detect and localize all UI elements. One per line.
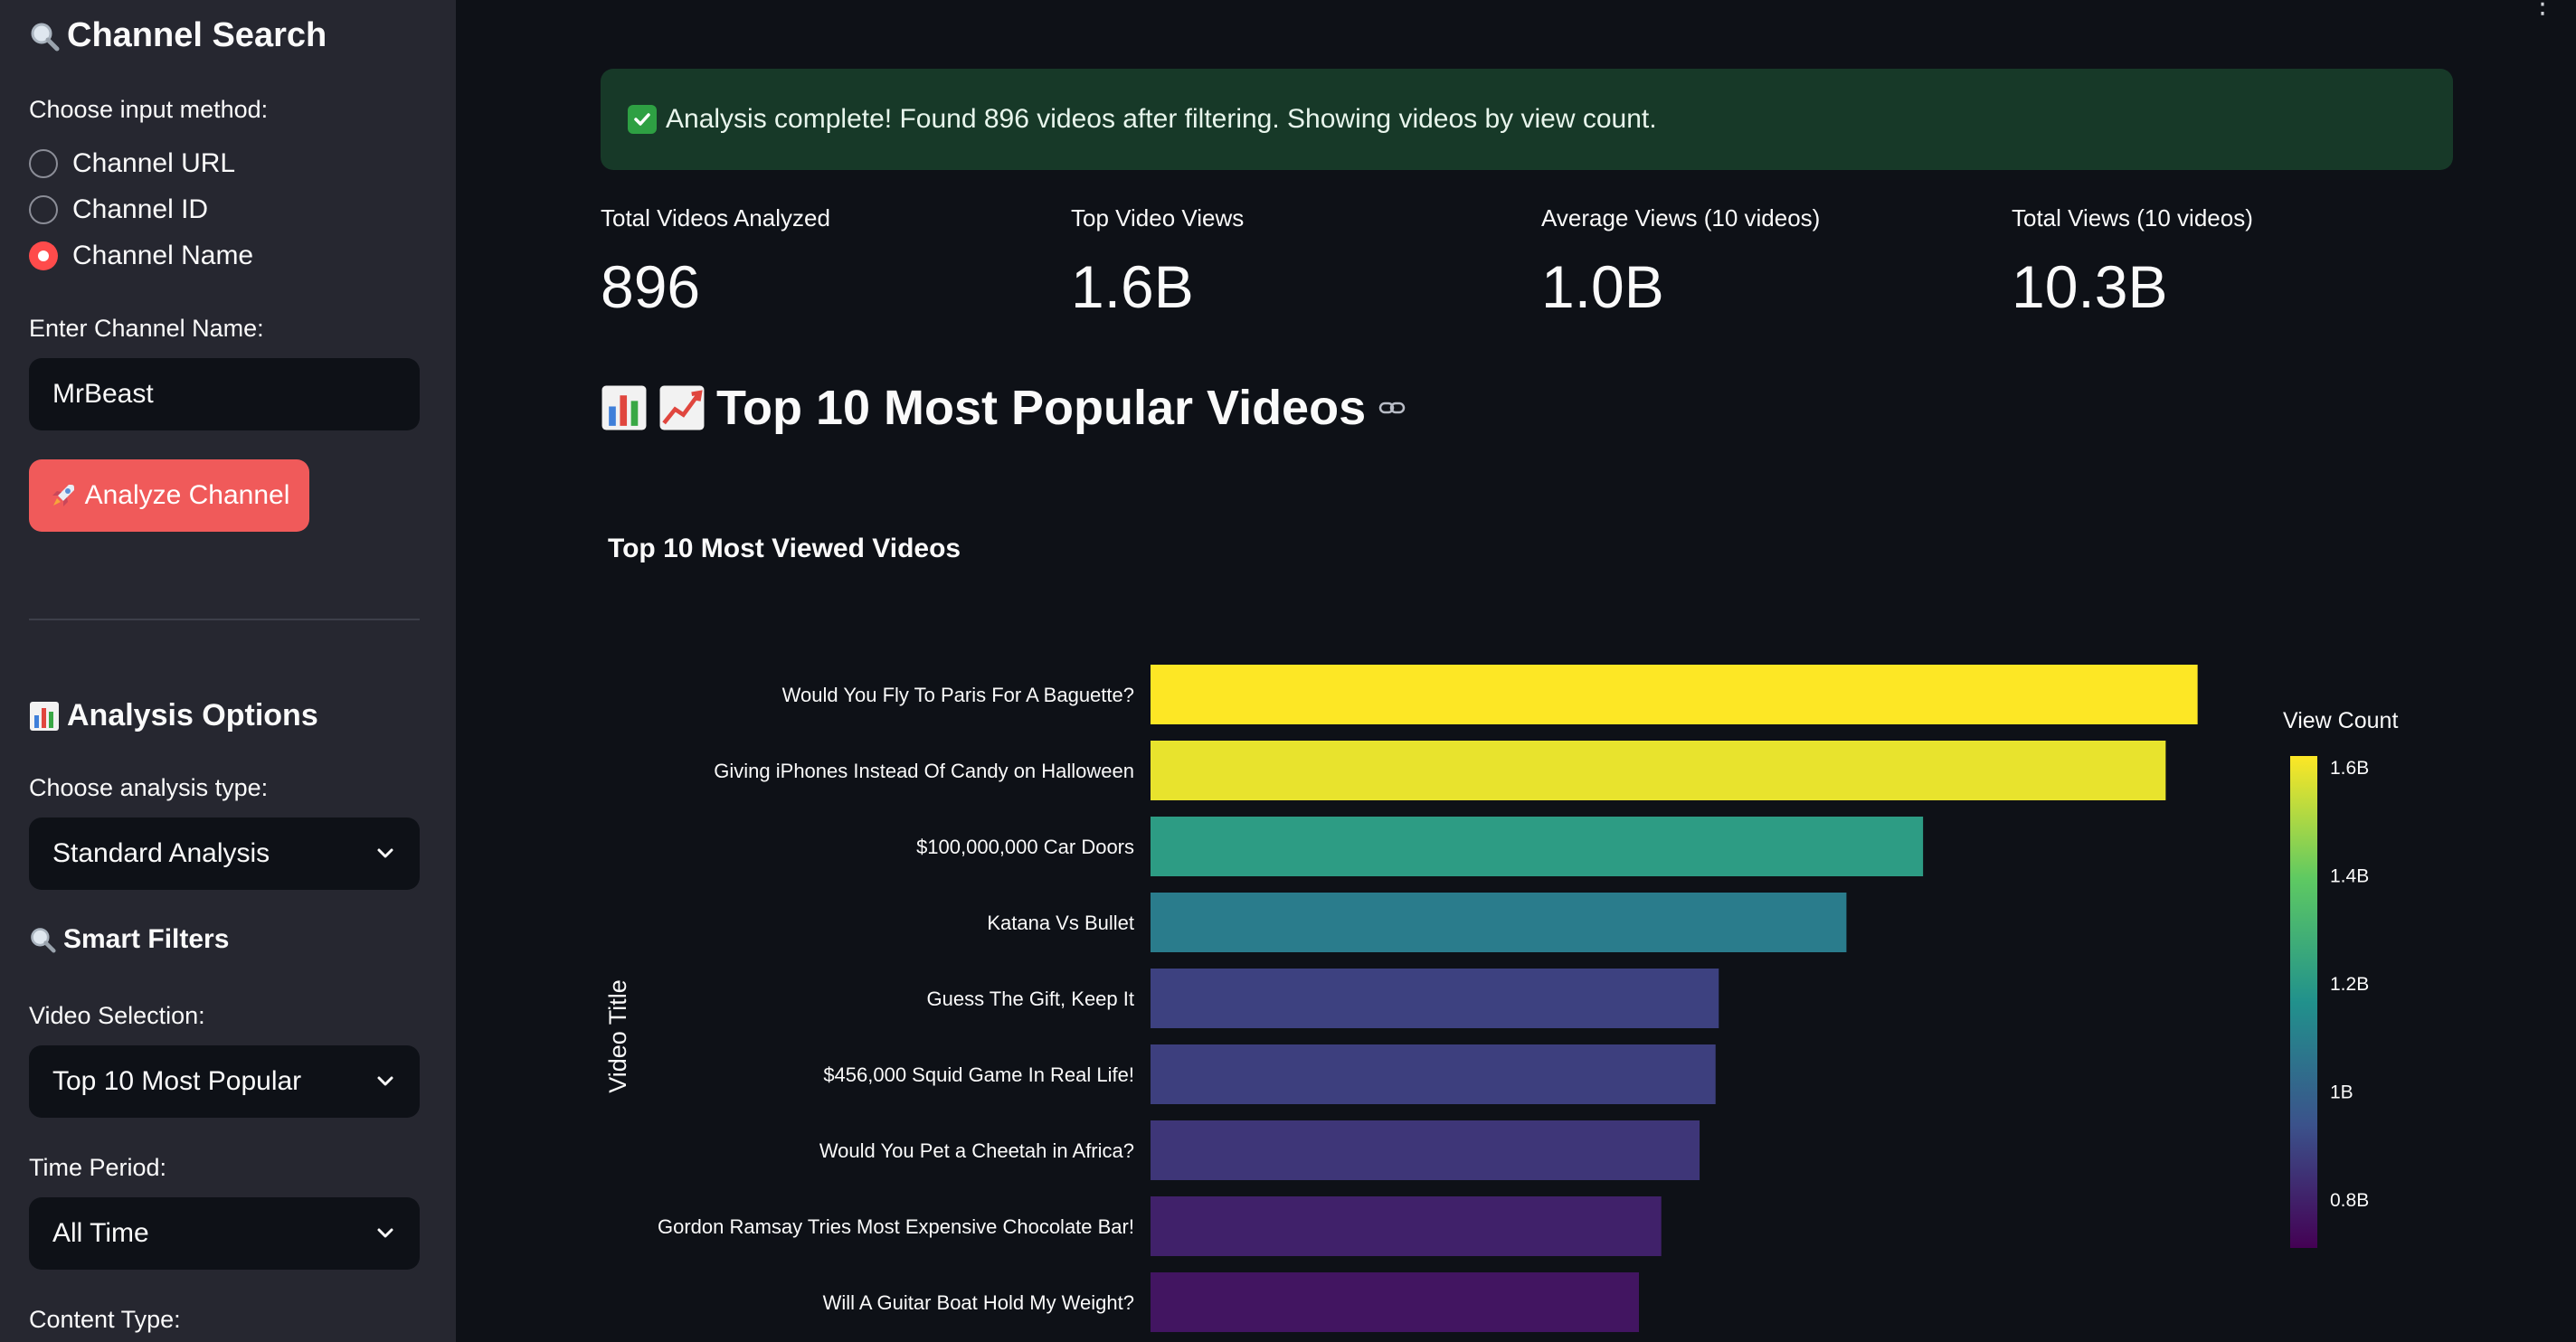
chevron-down-icon xyxy=(377,1228,393,1238)
analyze-channel-button[interactable]: Analyze Channel xyxy=(29,459,309,532)
input-method-label: Choose input method: xyxy=(29,96,269,123)
channel-search-heading: Channel Search xyxy=(29,16,327,55)
channel-search-title: Channel Search xyxy=(67,16,327,54)
chevron-down-icon xyxy=(377,1076,393,1086)
bar-category-label: Katana Vs Bullet xyxy=(987,912,1134,934)
colorbar-tick-label: 1.6B xyxy=(2330,758,2369,779)
chevron-down-icon xyxy=(377,848,393,858)
alert-text: Analysis complete! Found 896 videos afte… xyxy=(666,104,1657,134)
bar-chart-icon xyxy=(601,385,647,430)
colorbar: View Count 1.6B 1.4B 1.2B 1B 0.8B xyxy=(2283,708,2398,1248)
radio-channel-name[interactable]: Channel Name xyxy=(29,241,253,271)
metric-average-views: Average Views (10 videos) 1.0B xyxy=(1541,204,1820,321)
colorbar-gradient xyxy=(2290,756,2317,1248)
smart-filters-title: Smart Filters xyxy=(63,924,230,954)
content-type-label: Content Type: xyxy=(29,1306,181,1333)
bar[interactable] xyxy=(1151,1120,1700,1180)
section-heading: Top 10 Most Popular Videos xyxy=(601,380,1407,436)
analyze-button-label: Analyze Channel xyxy=(84,480,290,510)
section-title-text: Top 10 Most Popular Videos xyxy=(716,381,1367,435)
channel-name-label: Enter Channel Name: xyxy=(29,315,264,342)
bar-category-label: Would You Pet a Cheetah in Africa? xyxy=(819,1139,1134,1162)
bar-category-label: Would You Fly To Paris For A Baguette? xyxy=(782,684,1134,706)
bar[interactable] xyxy=(1151,1044,1716,1104)
sidebar: Channel Search Choose input method: Chan… xyxy=(0,0,456,1342)
bar[interactable] xyxy=(1151,665,2198,724)
metric-value: 10.3B xyxy=(2012,253,2168,320)
colorbar-tick-label: 1B xyxy=(2330,1082,2353,1103)
bar-category-label: $100,000,000 Car Doors xyxy=(916,836,1134,858)
bar[interactable] xyxy=(1151,1272,1639,1332)
bar-category-label: Gordon Ramsay Tries Most Expensive Choco… xyxy=(658,1215,1134,1238)
bar[interactable] xyxy=(1151,741,2166,800)
metric-label: Total Videos Analyzed xyxy=(601,204,830,232)
radio-circle-selected[interactable] xyxy=(29,241,58,270)
chart-increasing-icon xyxy=(659,385,705,430)
link-icon[interactable] xyxy=(1377,392,1407,423)
radio-circle[interactable] xyxy=(29,195,58,224)
metric-total-videos: Total Videos Analyzed 896 xyxy=(601,204,830,321)
video-selection-label: Video Selection: xyxy=(29,1002,205,1029)
colorbar-tick-label: 1.2B xyxy=(2330,974,2369,995)
metric-label: Top Video Views xyxy=(1071,204,1245,232)
magnifier-icon xyxy=(31,23,60,51)
radio-label: Channel ID xyxy=(72,194,209,224)
smart-filters-heading: Smart Filters xyxy=(29,924,229,955)
colorbar-tick-label: 0.8B xyxy=(2330,1190,2369,1211)
top-videos-chart: Top 10 Most Viewed Videos Video Title Wo… xyxy=(604,534,2398,1332)
metric-value: 1.6B xyxy=(1071,253,1194,320)
bar[interactable] xyxy=(1151,1196,1662,1256)
bar-category-label: Guess The Gift, Keep It xyxy=(927,988,1135,1010)
metric-label: Average Views (10 videos) xyxy=(1541,204,1821,232)
metric-label: Total Views (10 videos) xyxy=(2012,204,2253,232)
bar-category-label: Will A Guitar Boat Hold My Weight? xyxy=(823,1291,1134,1314)
radio-label: Channel URL xyxy=(72,148,236,178)
time-period-label: Time Period: xyxy=(29,1154,167,1181)
sidebar-divider xyxy=(29,619,420,620)
bar-chart-icon xyxy=(30,701,59,731)
metric-top-video-views: Top Video Views 1.6B xyxy=(1071,204,1244,321)
success-alert: Analysis complete! Found 896 videos afte… xyxy=(601,69,2453,170)
radio-channel-id[interactable]: Channel ID xyxy=(29,194,208,225)
analysis-options-heading: Analysis Options xyxy=(29,698,318,733)
y-axis-label: Video Title xyxy=(604,979,631,1093)
bar[interactable] xyxy=(1151,893,1847,952)
colorbar-title: View Count xyxy=(2283,708,2398,733)
check-icon xyxy=(628,105,657,134)
radio-channel-url[interactable]: Channel URL xyxy=(29,148,235,179)
analysis-type-label: Choose analysis type: xyxy=(29,774,269,801)
rocket-icon xyxy=(52,485,74,506)
time-period-select[interactable]: All Time xyxy=(29,1197,420,1270)
channel-name-value: MrBeast xyxy=(52,379,154,409)
bar[interactable] xyxy=(1151,969,1719,1028)
radio-label: Channel Name xyxy=(72,241,254,270)
magnifier-icon xyxy=(31,928,56,953)
radio-circle[interactable] xyxy=(29,149,58,178)
colorbar-tick-label: 1.4B xyxy=(2330,866,2369,887)
bar[interactable] xyxy=(1151,817,1924,876)
analysis-options-title: Analysis Options xyxy=(67,698,318,732)
bar-category-label: $456,000 Squid Game In Real Life! xyxy=(823,1063,1134,1086)
video-selection-select[interactable]: Top 10 Most Popular xyxy=(29,1045,420,1118)
bars-group: Would You Fly To Paris For A Baguette? Gi… xyxy=(658,665,2198,1332)
main-menu-icon[interactable]: ⋮ xyxy=(2529,0,2556,19)
analysis-type-select[interactable]: Standard Analysis xyxy=(29,817,420,890)
chart-title: Top 10 Most Viewed Videos xyxy=(608,534,961,563)
analysis-type-value: Standard Analysis xyxy=(52,838,270,868)
time-period-value: All Time xyxy=(52,1218,149,1248)
metric-value: 1.0B xyxy=(1541,253,1664,320)
metric-total-views: Total Views (10 videos) 10.3B xyxy=(2012,204,2253,321)
video-selection-value: Top 10 Most Popular xyxy=(52,1066,302,1096)
bar-category-label: Giving iPhones Instead Of Candy on Hallo… xyxy=(714,760,1134,782)
channel-name-input[interactable]: MrBeast xyxy=(29,358,420,430)
metric-value: 896 xyxy=(601,253,701,320)
